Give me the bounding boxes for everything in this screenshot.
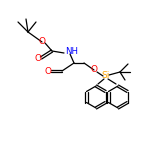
Text: Si: Si bbox=[102, 72, 110, 81]
Text: O: O bbox=[45, 66, 51, 75]
Text: NH: NH bbox=[65, 48, 78, 57]
Text: O: O bbox=[90, 64, 98, 74]
Text: O: O bbox=[39, 38, 45, 46]
Text: O: O bbox=[34, 54, 42, 63]
